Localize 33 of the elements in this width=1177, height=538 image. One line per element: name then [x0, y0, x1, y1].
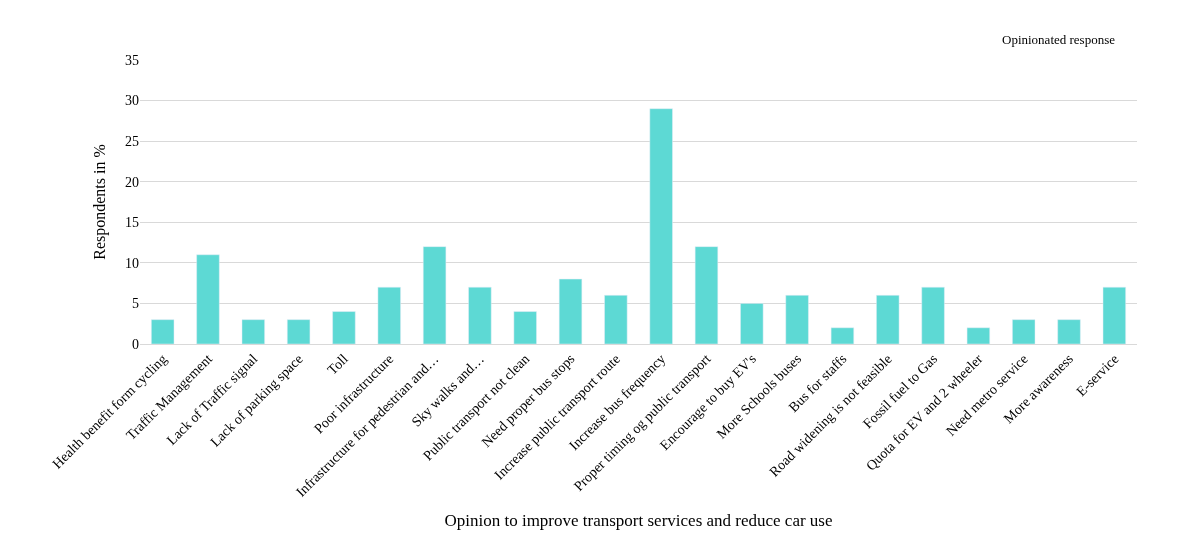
- y-tick-label: 10: [125, 255, 139, 271]
- y-axis-title: Respondents in %: [90, 144, 109, 260]
- bar: [377, 286, 401, 344]
- bar: [196, 254, 220, 344]
- bar: [468, 286, 492, 344]
- y-tick-label: 20: [125, 174, 139, 190]
- y-tick-label: 5: [132, 296, 139, 312]
- bar: [332, 311, 356, 344]
- text: Opinionated response: [1002, 32, 1116, 47]
- bar: [422, 246, 447, 344]
- bar: [1102, 286, 1126, 344]
- x-axis-title: Opinion to improve transport services and reduce car use: [444, 510, 833, 530]
- bar: [876, 295, 900, 344]
- y-tick-label: 35: [125, 52, 139, 68]
- bar: [921, 286, 945, 344]
- bar: [604, 295, 628, 344]
- bar: [151, 319, 175, 344]
- bar: [287, 319, 311, 344]
- y-tick-label: 30: [125, 93, 139, 109]
- bar: [241, 319, 265, 344]
- bar: [966, 327, 990, 344]
- bar: [513, 311, 537, 344]
- bar: [740, 303, 764, 344]
- y-tick-label: 25: [125, 134, 139, 150]
- bar: [1057, 319, 1081, 344]
- bar: [649, 108, 673, 344]
- bar: [785, 295, 809, 344]
- y-tick-label: 0: [132, 336, 139, 352]
- y-tick-label: 15: [125, 215, 139, 231]
- bar: [694, 246, 719, 344]
- bar: [830, 327, 855, 344]
- bar: [1012, 319, 1036, 344]
- bar: [558, 278, 583, 344]
